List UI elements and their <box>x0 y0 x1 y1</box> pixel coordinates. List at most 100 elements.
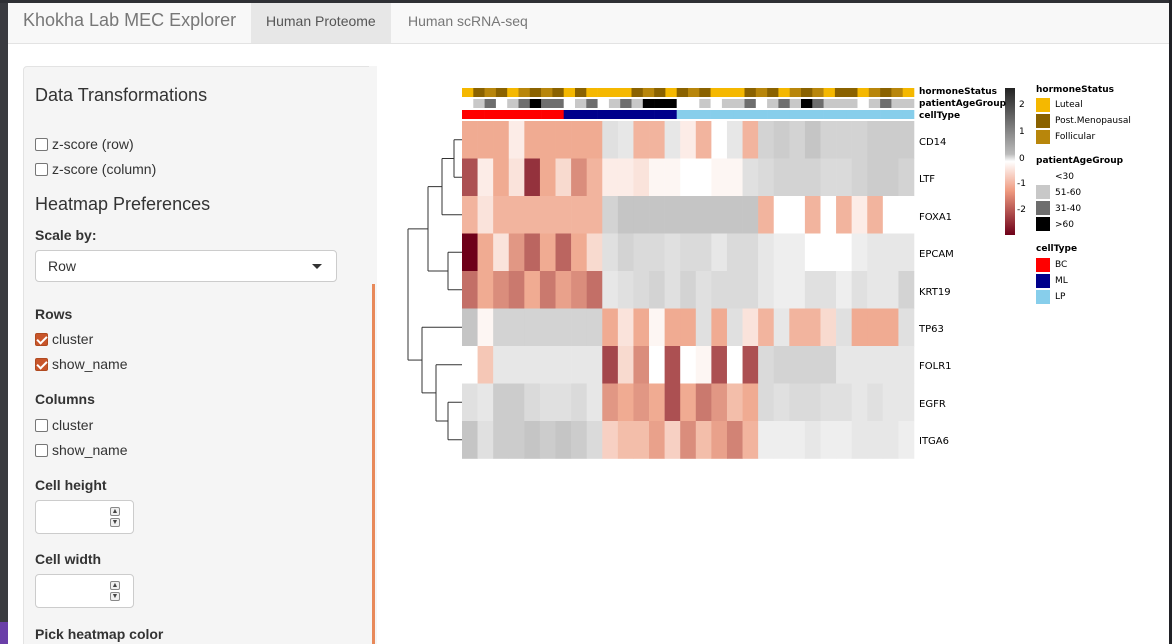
heatmap-cell <box>867 421 884 459</box>
heatmap-cell <box>462 383 478 422</box>
heatmap-cell <box>602 383 619 422</box>
heatmap-cell <box>617 158 634 197</box>
heatmap-cell <box>586 158 603 197</box>
rows-cluster-option[interactable]: cluster <box>35 331 93 351</box>
heatmap-cell <box>758 346 775 384</box>
heatmap-cell <box>867 121 884 159</box>
heatmap-cell <box>524 233 541 272</box>
cols-cluster-checkbox[interactable] <box>35 418 48 432</box>
scale-tick: -2 <box>1017 205 1026 215</box>
zscore-row-checkbox[interactable] <box>35 137 48 151</box>
celltype-annotation-cell <box>857 110 870 119</box>
heatmap-cell <box>789 121 806 159</box>
heatmap-cell <box>742 121 759 159</box>
heatmap-cell <box>695 383 712 422</box>
zscore-column-checkbox[interactable] <box>35 162 48 176</box>
heatmap-cell <box>882 421 899 459</box>
heatmap-cell <box>649 271 665 309</box>
app-brand: Khokha Lab MEC Explorer <box>23 10 237 30</box>
heatmap-cell <box>851 233 868 272</box>
legend-swatch <box>1036 274 1050 288</box>
age-annotation-cell <box>902 99 915 108</box>
scale-by-select[interactable]: Row <box>35 250 337 282</box>
tab-human-proteome[interactable]: Human Proteome <box>251 3 391 43</box>
heatmap-cell <box>851 158 868 197</box>
heatmap-cell <box>633 233 650 272</box>
heatmap-cell <box>773 421 790 459</box>
heatmap-cell <box>695 158 712 197</box>
heatmap-cell <box>898 421 915 459</box>
zscore-row-option[interactable]: z-score (row) <box>35 136 134 156</box>
heatmap-cell <box>851 308 868 347</box>
heatmap-cell <box>462 121 478 159</box>
heatmap-cell <box>695 421 712 459</box>
cols-show-name-checkbox[interactable] <box>35 443 48 457</box>
heatmap-cell <box>867 158 884 197</box>
age-annotation-cell <box>710 99 723 108</box>
cell-height-decrement-icon[interactable]: ▼ <box>110 518 120 527</box>
heatmap-cell <box>571 158 587 197</box>
heatmap-cell <box>820 308 837 347</box>
window-top-border <box>0 0 1172 3</box>
cols-show-name-option[interactable]: show_name <box>35 442 128 462</box>
heatmap-cell <box>680 233 697 272</box>
gene-label: FOLR1 <box>919 361 952 372</box>
hormone-annotation-cell <box>902 88 915 97</box>
cell-height-increment-icon[interactable]: ▲ <box>110 507 120 516</box>
heatmap-cell <box>617 421 634 459</box>
gene-label: TP63 <box>919 324 944 335</box>
cell-width-input[interactable]: ▲ ▼ <box>35 574 134 608</box>
heatmap-cell <box>836 158 852 197</box>
sidebar-scrollbar-thumb[interactable] <box>372 284 375 644</box>
heatmap-cell <box>773 346 790 384</box>
hormone-annotation-cell <box>586 88 598 97</box>
heatmap-cell <box>649 121 665 159</box>
heatmap-cell <box>695 196 712 234</box>
scale-tick: 2 <box>1019 100 1025 110</box>
columns-label: Columns <box>35 391 95 407</box>
heatmap-cell <box>649 233 665 272</box>
heatmap-cell <box>820 233 837 272</box>
cell-height-input[interactable]: ▲ ▼ <box>35 500 134 534</box>
rows-cluster-checkbox[interactable] <box>35 332 48 346</box>
heatmap-cell <box>555 196 572 234</box>
heatmap-cell <box>539 421 556 459</box>
heatmap-cell <box>773 383 790 422</box>
heatmap-cell <box>633 271 650 309</box>
cell-width-increment-icon[interactable]: ▲ <box>110 581 120 590</box>
heatmap-cell <box>742 308 759 347</box>
hormone-annotation-cell <box>541 88 553 97</box>
zscore-column-option[interactable]: z-score (column) <box>35 161 156 181</box>
age-annotation-cell <box>507 99 519 108</box>
hormone-annotation-cell <box>462 88 474 97</box>
heatmap-cell <box>680 421 697 459</box>
hormone-annotation-cell <box>823 88 836 97</box>
heatmap-cell <box>789 308 806 347</box>
tab-human-scrna-seq[interactable]: Human scRNA-seq <box>408 13 528 29</box>
heatmap-cell <box>493 233 510 272</box>
legend-hormone-title: hormoneStatus <box>1036 85 1115 95</box>
celltype-annotation-cell <box>518 110 531 119</box>
heatmap-cell <box>820 346 837 384</box>
heatmap-cell <box>633 383 650 422</box>
rows-show-name-checkbox[interactable] <box>35 357 48 371</box>
age-annotation-cell <box>665 99 677 108</box>
gene-label: EGFR <box>919 399 946 410</box>
rows-show-name-option[interactable]: show_name <box>35 356 128 376</box>
celltype-annotation-cell <box>880 110 892 119</box>
heatmap-cell <box>851 346 868 384</box>
heatmap-cell <box>726 421 743 459</box>
heatmap-cell <box>649 383 665 422</box>
celltype-annotation-cell <box>823 110 836 119</box>
heatmap-cell <box>851 271 868 309</box>
heatmap-cell <box>462 196 478 234</box>
heatmap-cell <box>711 383 728 422</box>
heatmap-cell <box>633 121 650 159</box>
cell-width-decrement-icon[interactable]: ▼ <box>110 592 120 601</box>
legend-swatch <box>1036 130 1050 144</box>
age-annotation-cell <box>608 99 621 108</box>
hormone-annotation-cell <box>710 88 723 97</box>
cols-cluster-option[interactable]: cluster <box>35 417 93 437</box>
zscore-column-label: z-score (column) <box>52 161 157 177</box>
heatmap-cell <box>664 196 681 234</box>
